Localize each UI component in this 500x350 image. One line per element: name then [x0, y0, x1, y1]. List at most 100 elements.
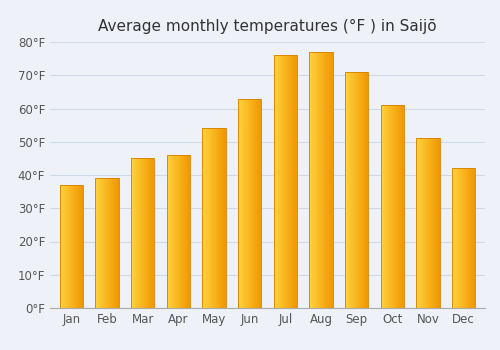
Bar — [383, 105, 384, 308]
Bar — [209, 128, 210, 308]
Bar — [394, 105, 395, 308]
Bar — [250, 99, 251, 308]
Bar — [206, 128, 207, 308]
Bar — [212, 128, 213, 308]
Bar — [279, 55, 280, 308]
Bar — [111, 178, 112, 308]
Bar — [189, 155, 190, 308]
Bar — [256, 99, 257, 308]
Bar — [239, 99, 240, 308]
Bar — [393, 105, 394, 308]
Bar — [292, 55, 293, 308]
Bar — [151, 158, 152, 308]
Bar — [428, 138, 429, 308]
Bar — [362, 72, 363, 308]
Bar — [150, 158, 151, 308]
Bar — [82, 185, 83, 308]
Bar — [116, 178, 117, 308]
Bar — [399, 105, 400, 308]
Bar — [425, 138, 426, 308]
Bar — [76, 185, 77, 308]
Bar — [426, 138, 427, 308]
Bar — [141, 158, 142, 308]
Bar — [389, 105, 390, 308]
Bar — [400, 105, 401, 308]
Bar — [359, 72, 360, 308]
Bar — [180, 155, 182, 308]
Bar — [278, 55, 279, 308]
Bar — [275, 55, 276, 308]
Bar — [329, 52, 330, 308]
Bar — [386, 105, 387, 308]
Bar — [251, 99, 252, 308]
Bar — [474, 168, 475, 308]
Bar — [330, 52, 331, 308]
Bar — [284, 55, 286, 308]
Bar — [430, 138, 431, 308]
Bar — [115, 178, 116, 308]
Bar — [416, 138, 440, 308]
Bar — [385, 105, 386, 308]
Bar — [387, 105, 388, 308]
Bar — [345, 72, 368, 308]
Bar — [287, 55, 288, 308]
Bar — [61, 185, 62, 308]
Bar — [238, 99, 239, 308]
Bar — [259, 99, 260, 308]
Bar — [350, 72, 351, 308]
Bar — [470, 168, 471, 308]
Bar — [290, 55, 291, 308]
Bar — [79, 185, 80, 308]
Bar — [438, 138, 439, 308]
Bar — [204, 128, 206, 308]
Bar — [421, 138, 422, 308]
Bar — [321, 52, 322, 308]
Bar — [96, 178, 97, 308]
Bar — [73, 185, 74, 308]
Bar — [183, 155, 184, 308]
Bar — [140, 158, 141, 308]
Bar — [65, 185, 66, 308]
Bar — [219, 128, 220, 308]
Bar — [107, 178, 108, 308]
Bar — [60, 185, 61, 308]
Bar — [70, 185, 71, 308]
Bar — [402, 105, 404, 308]
Bar — [469, 168, 470, 308]
Bar — [322, 52, 324, 308]
Bar — [458, 168, 459, 308]
Bar — [213, 128, 214, 308]
Bar — [274, 55, 297, 308]
Bar — [291, 55, 292, 308]
Bar — [177, 155, 178, 308]
Bar — [131, 158, 132, 308]
Bar — [69, 185, 70, 308]
Bar — [452, 168, 475, 308]
Bar — [429, 138, 430, 308]
Bar — [132, 158, 133, 308]
Bar — [139, 158, 140, 308]
Bar — [258, 99, 259, 308]
Bar — [175, 155, 176, 308]
Bar — [324, 52, 325, 308]
Bar — [452, 168, 453, 308]
Bar — [355, 72, 356, 308]
Bar — [207, 128, 208, 308]
Bar — [224, 128, 225, 308]
Bar — [363, 72, 364, 308]
Bar — [104, 178, 106, 308]
Bar — [254, 99, 255, 308]
Bar — [420, 138, 421, 308]
Bar — [356, 72, 357, 308]
Bar — [288, 55, 289, 308]
Bar — [435, 138, 436, 308]
Bar — [78, 185, 79, 308]
Bar — [62, 185, 64, 308]
Bar — [210, 128, 211, 308]
Bar — [282, 55, 283, 308]
Bar — [352, 72, 353, 308]
Bar — [187, 155, 188, 308]
Bar — [351, 72, 352, 308]
Bar — [327, 52, 328, 308]
Bar — [72, 185, 73, 308]
